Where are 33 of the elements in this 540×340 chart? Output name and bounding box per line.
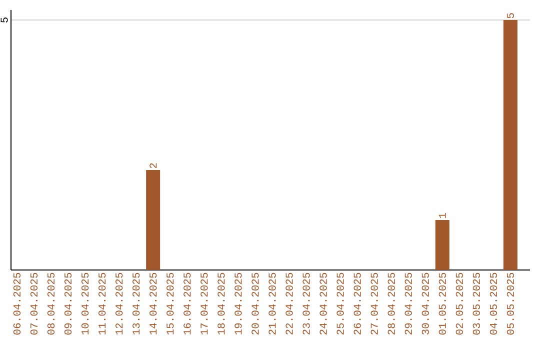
x-tick-label: 10.04.2025	[81, 272, 89, 334]
x-tick-label: 23.04.2025	[302, 272, 310, 334]
x-tick-label: 05.05.2025	[506, 272, 514, 335]
data-label: 5	[506, 13, 514, 18]
data-label: 1	[438, 213, 446, 218]
x-tick-label: 09.04.2025	[64, 272, 72, 335]
x-tick-label: 14.04.2025	[150, 272, 157, 334]
x-tick-label: 29.04.2025	[404, 272, 412, 334]
data-label: 2	[150, 163, 157, 168]
x-tick-label: 15.04.2025	[166, 272, 174, 334]
x-tick-label: 08.04.2025	[47, 272, 55, 335]
x-tick-label: 18.04.2025	[218, 272, 225, 334]
x-tick-label: 01.05.2025	[438, 272, 446, 335]
x-tick-label: 13.04.2025	[132, 272, 140, 334]
x-tick-label: 02.05.2025	[456, 272, 463, 335]
x-tick-label: 28.04.2025	[388, 272, 395, 334]
x-tick-label: 24.04.2025	[320, 272, 327, 334]
x-tick-label: 07.04.2025	[30, 272, 38, 335]
x-tick-label: 11.04.2025	[98, 272, 106, 334]
x-tick-label: 16.04.2025	[184, 272, 191, 334]
x-tick-label: 30.04.2025	[422, 272, 429, 335]
x-tick-label: 03.05.2025	[472, 272, 480, 335]
x-tick-label: 12.04.2025	[115, 272, 123, 334]
x-tick-label: 04.05.2025	[490, 272, 497, 335]
x-tick-label: 27.04.2025	[370, 272, 378, 334]
x-tick-label: 26.04.2025	[354, 272, 361, 334]
x-tick-label: 17.04.2025	[200, 272, 208, 334]
x-tick-label: 21.04.2025	[268, 272, 276, 334]
x-tick-label: 06.04.2025	[13, 272, 21, 335]
x-tick-label: 25.04.2025	[336, 272, 344, 334]
x-tick-label: 22.04.2025	[286, 272, 293, 334]
x-tick-label: 20.04.2025	[252, 272, 259, 334]
x-tick-label: 19.04.2025	[234, 272, 242, 334]
